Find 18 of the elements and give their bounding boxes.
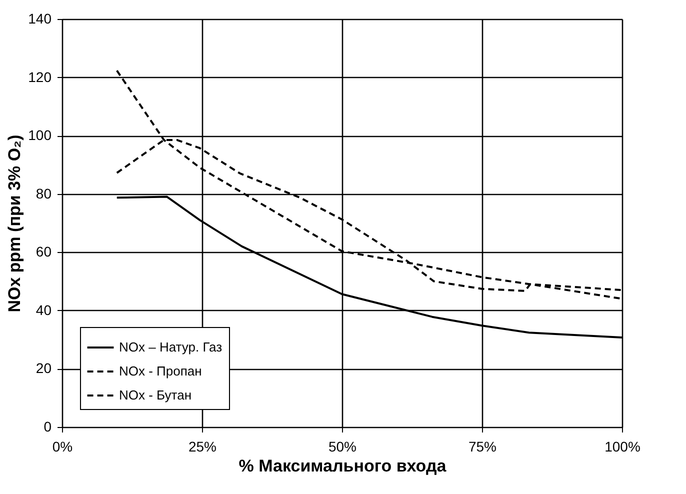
y-tick-label: 80 [36, 185, 52, 202]
y-tick-label: 100 [28, 127, 52, 144]
x-axis-title: % Максимального входа [238, 456, 447, 476]
y-tick-label: 20 [36, 360, 52, 376]
x-tick-label: 0% [52, 438, 73, 454]
y-tick-label: 120 [28, 68, 52, 85]
y-tick-label: 40 [36, 302, 52, 318]
x-tick-label: 50% [328, 438, 357, 454]
legend-label: NOx – Натур. Газ [119, 340, 222, 354]
x-tick-label: 75% [468, 438, 497, 454]
y-tick-label: 140 [28, 10, 52, 26]
y-axis-title: NOx ppm (при 3% O₂) [5, 134, 24, 312]
legend-label: NOx - Пропан [119, 364, 202, 378]
y-tick-label: 60 [36, 244, 52, 260]
y-tick-label: 0 [44, 418, 52, 434]
legend-label: NOx - Бутан [119, 388, 192, 402]
x-tick-label: 25% [188, 438, 217, 454]
x-tick-label: 100% [604, 438, 640, 454]
